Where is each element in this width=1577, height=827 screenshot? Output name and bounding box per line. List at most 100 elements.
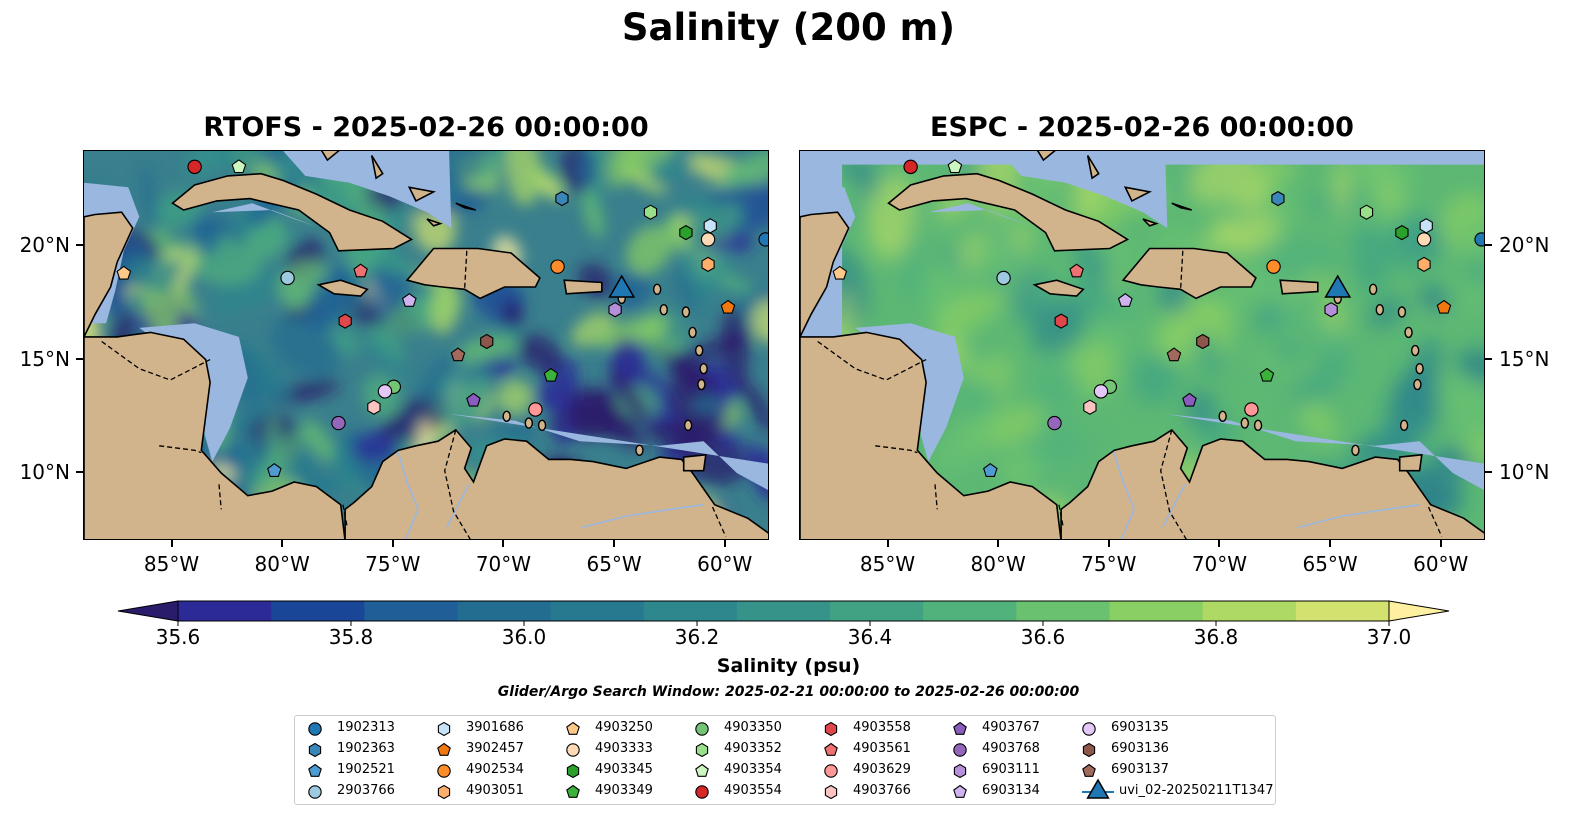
legend-marker [824, 764, 838, 778]
float-marker-4902534 [1266, 259, 1281, 274]
float-marker-1902521 [267, 463, 282, 477]
float-marker-1902313 [758, 232, 768, 247]
y-tick-mark [1485, 357, 1492, 360]
float-marker-4903629 [1244, 402, 1259, 417]
legend-circle-marker [308, 722, 322, 736]
float-marker-4903561 [353, 263, 368, 278]
float-marker-4903349 [1259, 367, 1275, 382]
legend-marker [1082, 763, 1096, 777]
legend-label: 4903554 [724, 783, 782, 798]
float-marker-4903354 [947, 159, 963, 174]
legend-pentagon-marker [953, 721, 967, 735]
y-tick-mark [1485, 470, 1492, 473]
legend-label: 1902363 [337, 741, 395, 756]
float-marker-4903767 [466, 392, 481, 407]
legend-label: 4903558 [853, 720, 911, 735]
x-tick-mark [886, 540, 889, 547]
legend-marker [566, 784, 580, 798]
x-tick-label: 80°W [970, 552, 1026, 576]
legend-circle-marker [695, 722, 709, 736]
float-marker-6903111 [1324, 302, 1338, 318]
legend-marker [437, 784, 451, 800]
legend-marker [437, 764, 451, 778]
legend-label: 4903350 [724, 720, 782, 735]
float-marker-6903134 [1117, 293, 1133, 307]
landmass-andros [320, 151, 340, 162]
legend-triangle-marker [1086, 778, 1110, 799]
legend-marker [824, 742, 838, 756]
legend-pentagon-marker [566, 721, 580, 735]
legend-circle-marker [695, 785, 709, 799]
x-tick-mark [1329, 540, 1332, 547]
float-marker-1902363 [1271, 190, 1285, 207]
colorbar-segment [1016, 601, 1111, 621]
legend-circle-marker [566, 743, 580, 757]
colorbar-segment [364, 601, 458, 621]
legend-marker [308, 763, 322, 777]
landmass-bahamas1 [1086, 155, 1100, 180]
legend-marker [824, 721, 838, 737]
landmass-yucatan [800, 211, 850, 338]
colorbar-tick-label: 35.8 [329, 625, 374, 649]
float-marker-6903111 [608, 302, 622, 318]
float-marker-4902534 [550, 259, 565, 274]
legend-marker [824, 784, 838, 800]
landmass-southam [1060, 428, 1484, 539]
landmass-puertorico [1279, 279, 1319, 295]
legend-label: 6903134 [982, 783, 1040, 798]
colorbar-segment [178, 601, 272, 621]
legend-label: 4903354 [724, 762, 782, 777]
float-marker-4903561 [1069, 263, 1084, 278]
legend-marker [953, 763, 967, 779]
x-tick-mark [281, 540, 284, 547]
legend-pentagon-marker [566, 784, 580, 798]
float-marker-6903134 [401, 293, 417, 307]
float-marker-6903136 [480, 333, 494, 350]
legend-circle-marker [437, 764, 451, 778]
legend-label: 6903137 [1111, 762, 1169, 777]
legend-label: 3901686 [466, 720, 524, 735]
y-tick-label-right: 10°N [1499, 459, 1550, 484]
legend-label: 1902313 [337, 720, 395, 735]
landmass-hispaniola [1121, 247, 1257, 300]
float-marker-4903768 [1047, 415, 1062, 431]
y-tick-label-left: 10°N [19, 459, 70, 484]
float-marker-4903250 [832, 265, 848, 280]
float-marker-4903766 [1083, 399, 1097, 415]
landmass-jamaica [1032, 279, 1085, 297]
colorbar-segment [550, 601, 645, 621]
y-tick-mark [76, 357, 83, 360]
x-tick-label: 65°W [1302, 552, 1358, 576]
float-marker-4903051 [701, 256, 715, 273]
landmass-puertorico [563, 279, 603, 295]
float-marker-4903767 [1182, 392, 1197, 407]
float-marker-4903558 [1054, 313, 1068, 329]
colorbar-label: Salinity (psu) [716, 655, 861, 677]
float-marker-4903554 [903, 159, 918, 175]
legend-pentagon-marker [824, 742, 838, 756]
x-tick-label: 60°W [697, 552, 753, 576]
legend-pentagon-marker [695, 763, 709, 777]
float-marker-4903354 [231, 159, 247, 174]
landmass-cuba [171, 172, 414, 252]
float-marker-3901686 [703, 218, 717, 234]
float-marker-3902457 [720, 299, 736, 314]
float-marker-4903554 [187, 159, 202, 175]
legend-label: 4903767 [982, 720, 1040, 735]
landmass-bahamas1 [370, 155, 384, 180]
y-tick-mark [76, 470, 83, 473]
float-marker-3901686 [1419, 218, 1433, 234]
legend-label: 4903349 [595, 783, 653, 798]
x-tick-label: 75°W [1081, 552, 1137, 576]
float-marker-2903766 [996, 270, 1011, 286]
colorbar-tick-label: 36.0 [502, 625, 547, 649]
colorbar-segment [457, 601, 552, 621]
colorbar-tick-label: 37.0 [1367, 625, 1412, 649]
salinity-colorbar: 35.6 35.8 36.0 36.2 36.4 36.6 36.8 37.0 [117, 600, 1450, 649]
x-tick-mark [1439, 540, 1442, 547]
landmass-bahamas2 [407, 186, 437, 202]
landmass-cuba [887, 172, 1130, 252]
float-marker-4903250 [116, 265, 132, 280]
landmass-trinidad [682, 453, 707, 472]
colorbar-tick-label: 35.6 [156, 625, 201, 649]
